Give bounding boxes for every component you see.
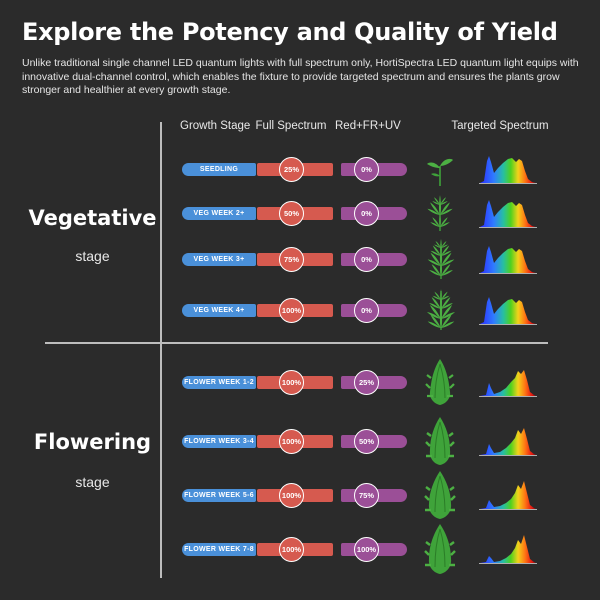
full-spectrum-value: 50% (279, 201, 304, 226)
flowering-plant-icon (424, 524, 456, 574)
full-spectrum-value: 100% (279, 483, 304, 508)
red-spectrum-chart-icon (479, 535, 537, 564)
full-spectrum-chart-icon (479, 297, 537, 325)
growth-stage-label: FLOWER WEEK 1-2 (182, 376, 256, 389)
red-spectrum-chart-icon (479, 370, 537, 397)
red-fr-uv-value: 0% (354, 247, 379, 272)
full-spectrum-value: 100% (279, 429, 304, 454)
intro-paragraph: Unlike traditional single channel LED qu… (22, 57, 579, 96)
growth-stage-label: FLOWER WEEK 3-4 (182, 435, 256, 448)
cannabis-plant-icon (427, 289, 455, 330)
red-fr-uv-value: 75% (354, 483, 379, 508)
stage-divider (45, 342, 548, 344)
stage-row-flower-week-3-4: FLOWER WEEK 3-4 100% 50% (0, 417, 600, 465)
flowering-plant-icon (425, 417, 455, 465)
red-spectrum-chart-icon (479, 481, 537, 510)
full-spectrum-value: 25% (279, 157, 304, 182)
growth-stage-label: VEG WEEK 3+ (182, 253, 256, 266)
red-fr-uv-value: 0% (354, 157, 379, 182)
column-header-full-spectrum: Full Spectrum (255, 120, 327, 132)
stage-name-vegetative: Vegetative (28, 206, 157, 230)
stage-row-flower-week-5-6: FLOWER WEEK 5-6 100% 75% (0, 471, 600, 519)
full-spectrum-value: 75% (279, 247, 304, 272)
column-header-targeted-spectrum: Targeted Spectrum (451, 120, 549, 132)
growth-stage-label: FLOWER WEEK 7-8 (182, 543, 256, 556)
red-fr-uv-value: 25% (354, 370, 379, 395)
full-spectrum-value: 100% (279, 537, 304, 562)
red-fr-uv-value: 0% (354, 201, 379, 226)
stage-row-veg-week-4: VEG WEEK 4+ 100% 0% (0, 289, 600, 330)
growth-stage-label: VEG WEEK 2+ (182, 207, 256, 220)
young-cannabis-icon (427, 195, 453, 231)
growth-stage-label: SEEDLING (182, 163, 256, 176)
column-header-growth-stage: Growth Stage (180, 120, 251, 132)
column-header-red-fr-uv: Red+FR+UV (335, 120, 401, 132)
red-fr-uv-value: 0% (354, 298, 379, 323)
red-spectrum-chart-icon (479, 428, 537, 456)
cannabis-plant-icon (427, 239, 455, 279)
stage-name-flowering: Flowering (33, 430, 152, 454)
red-fr-uv-value: 50% (354, 429, 379, 454)
stage-row-flower-week-1-2: FLOWER WEEK 1-2 100% 25% (0, 359, 600, 405)
full-spectrum-value: 100% (279, 298, 304, 323)
stage-row-veg-week-3: VEG WEEK 3+ 75% 0% (0, 239, 600, 279)
stage-sub-vegetative: stage (75, 248, 110, 264)
flowering-plant-icon (424, 471, 456, 519)
growth-stage-label: VEG WEEK 4+ (182, 304, 256, 317)
stage-row-veg-week-2: VEG WEEK 2+ 50% 0% (0, 195, 600, 231)
full-spectrum-chart-icon (479, 200, 537, 228)
flowering-plant-icon (425, 359, 455, 405)
stage-row-seedling: SEEDLING 25% 0% (0, 155, 600, 186)
red-fr-uv-value: 100% (354, 537, 379, 562)
growth-stage-label: FLOWER WEEK 5-6 (182, 489, 256, 502)
column-divider (160, 122, 162, 578)
full-spectrum-value: 100% (279, 370, 304, 395)
stage-row-flower-week-7-8: FLOWER WEEK 7-8 100% 100% (0, 524, 600, 574)
full-spectrum-chart-icon (479, 246, 537, 274)
page-title: Explore the Potency and Quality of Yield (22, 18, 558, 46)
stage-sub-flowering: stage (75, 474, 110, 490)
seedling-icon (427, 158, 453, 186)
full-spectrum-chart-icon (479, 156, 537, 184)
